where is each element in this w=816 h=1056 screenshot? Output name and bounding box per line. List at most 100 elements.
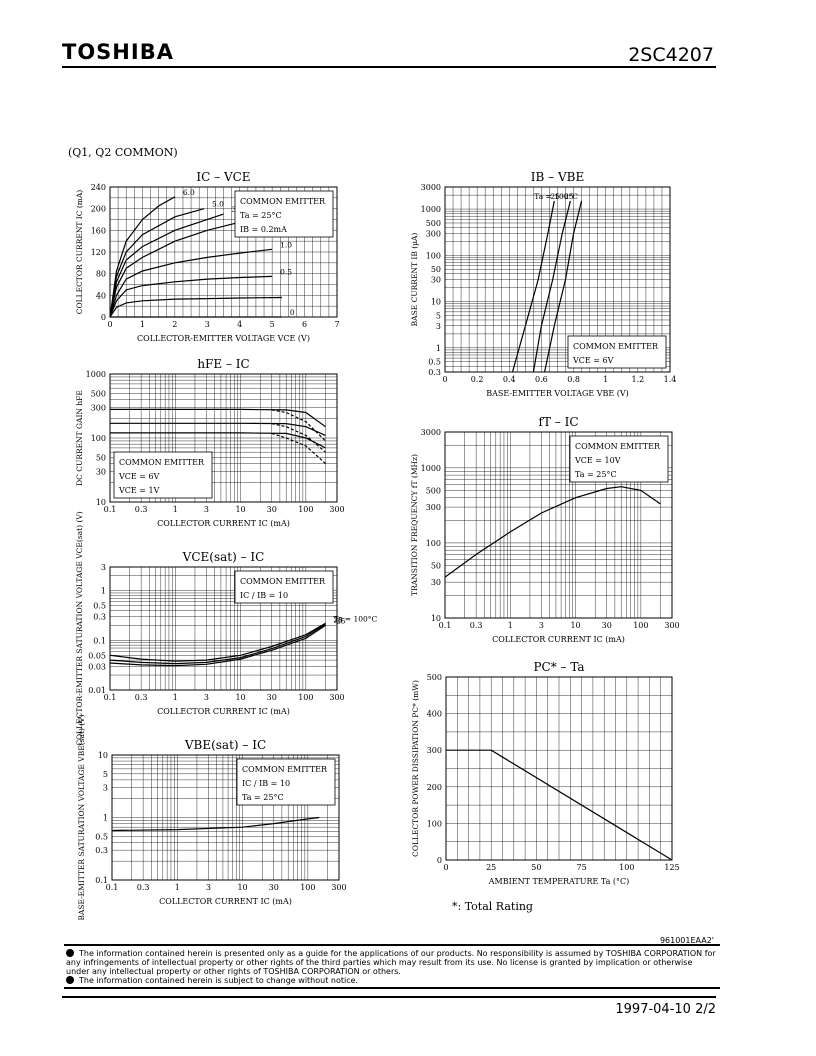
annotation-text: VCE = 6V xyxy=(118,472,160,481)
x-tick-label: 0 xyxy=(442,375,447,384)
y-tick-label: 3 xyxy=(103,784,108,793)
x-tick-label: 1 xyxy=(173,505,178,514)
annotation-text: VCE = 1V xyxy=(118,486,160,495)
x-tick-label: 5 xyxy=(270,320,275,329)
y-axis-label: DC CURRENT GAIN hFE xyxy=(75,390,84,486)
y-tick-label: 10 xyxy=(431,298,441,307)
y-tick-label: 1000 xyxy=(421,464,441,473)
common-note: (Q1, Q2 COMMON) xyxy=(68,146,178,159)
y-tick-label: 100 xyxy=(426,251,441,260)
y-tick-label: 50 xyxy=(431,265,441,274)
x-tick-label: 3 xyxy=(204,693,209,702)
series-line xyxy=(446,749,673,861)
y-tick-label: 30 xyxy=(431,578,441,587)
series-line xyxy=(109,220,247,318)
x-tick-label: 75 xyxy=(577,863,587,872)
annotation-text: COMMON EMITTER xyxy=(240,577,326,586)
x-tick-label: 0.3 xyxy=(470,621,483,630)
y-tick-label: 1 xyxy=(101,587,106,596)
x-tick-label: 0.3 xyxy=(137,883,150,892)
x-axis-label: AMBIENT TEMPERATURE Ta (°C) xyxy=(488,877,630,886)
annotation-box xyxy=(234,190,334,238)
y-tick-label: 0.3 xyxy=(93,613,106,622)
x-tick-label: 0.3 xyxy=(135,505,148,514)
x-axis-label: COLLECTOR-EMITTER VOLTAGE VCE (V) xyxy=(137,334,310,343)
y-tick-label: 5 xyxy=(103,770,108,779)
y-tick-label: 0.3 xyxy=(95,846,108,855)
x-tick-label: 0.6 xyxy=(535,375,548,384)
y-tick-label: 0 xyxy=(101,313,106,322)
series-label: 25 xyxy=(334,615,344,624)
annotation-box xyxy=(569,435,669,483)
x-tick-label: 100 xyxy=(619,863,634,872)
series-line xyxy=(109,622,326,662)
x-tick-label: 0.8 xyxy=(567,375,580,384)
series-line xyxy=(109,296,282,318)
y-tick-label: 300 xyxy=(427,746,442,755)
series-line xyxy=(511,200,555,373)
plot-frame xyxy=(445,676,673,861)
y-axis-label: TRANSITION FREQUENCY fT (MHz) xyxy=(410,454,419,596)
y-tick-label: 3 xyxy=(101,563,106,572)
y-tick-label: 120 xyxy=(91,248,106,257)
plot-frame xyxy=(109,566,338,691)
x-tick-label: 7 xyxy=(334,320,339,329)
annotation-text: VCE = 6V xyxy=(572,356,614,365)
y-tick-label: 300 xyxy=(426,503,441,512)
y-tick-label: 5 xyxy=(436,311,441,320)
series-line xyxy=(444,486,661,578)
y-tick-label: 1000 xyxy=(421,205,441,214)
disclaimer-text-1: The information contained herein is pres… xyxy=(66,949,716,976)
y-tick-label: 30 xyxy=(431,276,441,285)
annotation-box xyxy=(234,570,334,604)
series-line xyxy=(271,432,326,464)
annotation-box xyxy=(236,758,336,806)
chart-title: IC – VCE xyxy=(196,170,250,184)
x-axis-label: COLLECTOR CURRENT IC (mA) xyxy=(159,897,292,906)
part-number: 2SC4207 xyxy=(628,44,714,66)
x-tick-label: 0.1 xyxy=(439,621,452,630)
x-axis-label: COLLECTOR CURRENT IC (mA) xyxy=(492,635,625,644)
y-axis-label: BASE-EMITTER SATURATION VOLTAGE VBE(sat)… xyxy=(77,714,86,920)
y-tick-label: 0.3 xyxy=(428,368,441,377)
y-tick-label: 3000 xyxy=(421,428,441,437)
x-tick-label: 0.1 xyxy=(106,883,119,892)
chart-title: VBE(sat) – IC xyxy=(184,738,266,752)
y-tick-label: 50 xyxy=(431,562,441,571)
chart-vbesat-ic: 0.1 0.3 1 3 10 30 100 300 0.1 0.3 0.5 1 3 5 10 VBE(sat)… xyxy=(77,714,347,920)
chart-ic-vce: 0 1 2 3 4 5 6 7 0 40 80 120 160 200 240 IC – VCE COLLECT… xyxy=(75,170,340,343)
series-label: -25 xyxy=(334,616,346,625)
annotation-text: COMMON EMITTER xyxy=(573,342,659,351)
y-tick-label: 0.5 xyxy=(93,602,106,611)
annotation-text: IC / IB = 10 xyxy=(240,591,288,600)
y-tick-label: 1000 xyxy=(86,370,106,379)
x-tick-label: 6 xyxy=(302,320,307,329)
x-tick-label: 300 xyxy=(329,505,344,514)
x-tick-label: 0.3 xyxy=(135,693,148,702)
brand-logo: TOSHIBA xyxy=(62,40,174,64)
y-axis-label: COLLECTOR-EMITTER SATURATION VOLTAGE VCE… xyxy=(75,511,84,746)
x-tick-label: 0.4 xyxy=(503,375,516,384)
annotation-text: Ta = 25°C xyxy=(240,211,282,220)
series-line xyxy=(109,213,224,318)
y-tick-label: 30 xyxy=(96,467,106,476)
y-tick-label: 80 xyxy=(96,270,106,279)
x-tick-label: 100 xyxy=(300,883,315,892)
y-tick-label: 300 xyxy=(426,229,441,238)
plot-frame xyxy=(444,186,671,373)
x-tick-label: 30 xyxy=(269,883,279,892)
y-tick-label: 0.5 xyxy=(95,832,108,841)
y-tick-label: 0.05 xyxy=(88,651,106,660)
y-tick-label: 100 xyxy=(91,434,106,443)
y-axis-label: BASE CURRENT IB (µA) xyxy=(410,233,419,327)
chart-ib-vbe: 0 0.2 0.4 0.6 0.8 1 1.2 1.4 0.30.5 1 3 5 10 30 50 100 30… xyxy=(410,170,676,398)
annotation-text: Ta = 25°C xyxy=(575,470,617,479)
x-tick-label: 25 xyxy=(486,863,496,872)
y-tick-label: 40 xyxy=(96,291,106,300)
x-tick-label: 100 xyxy=(633,621,648,630)
y-tick-label: 200 xyxy=(91,205,106,214)
x-tick-label: 30 xyxy=(602,621,612,630)
bullet-icon xyxy=(66,976,74,984)
header-rule xyxy=(62,66,716,68)
y-tick-label: 500 xyxy=(91,389,106,398)
